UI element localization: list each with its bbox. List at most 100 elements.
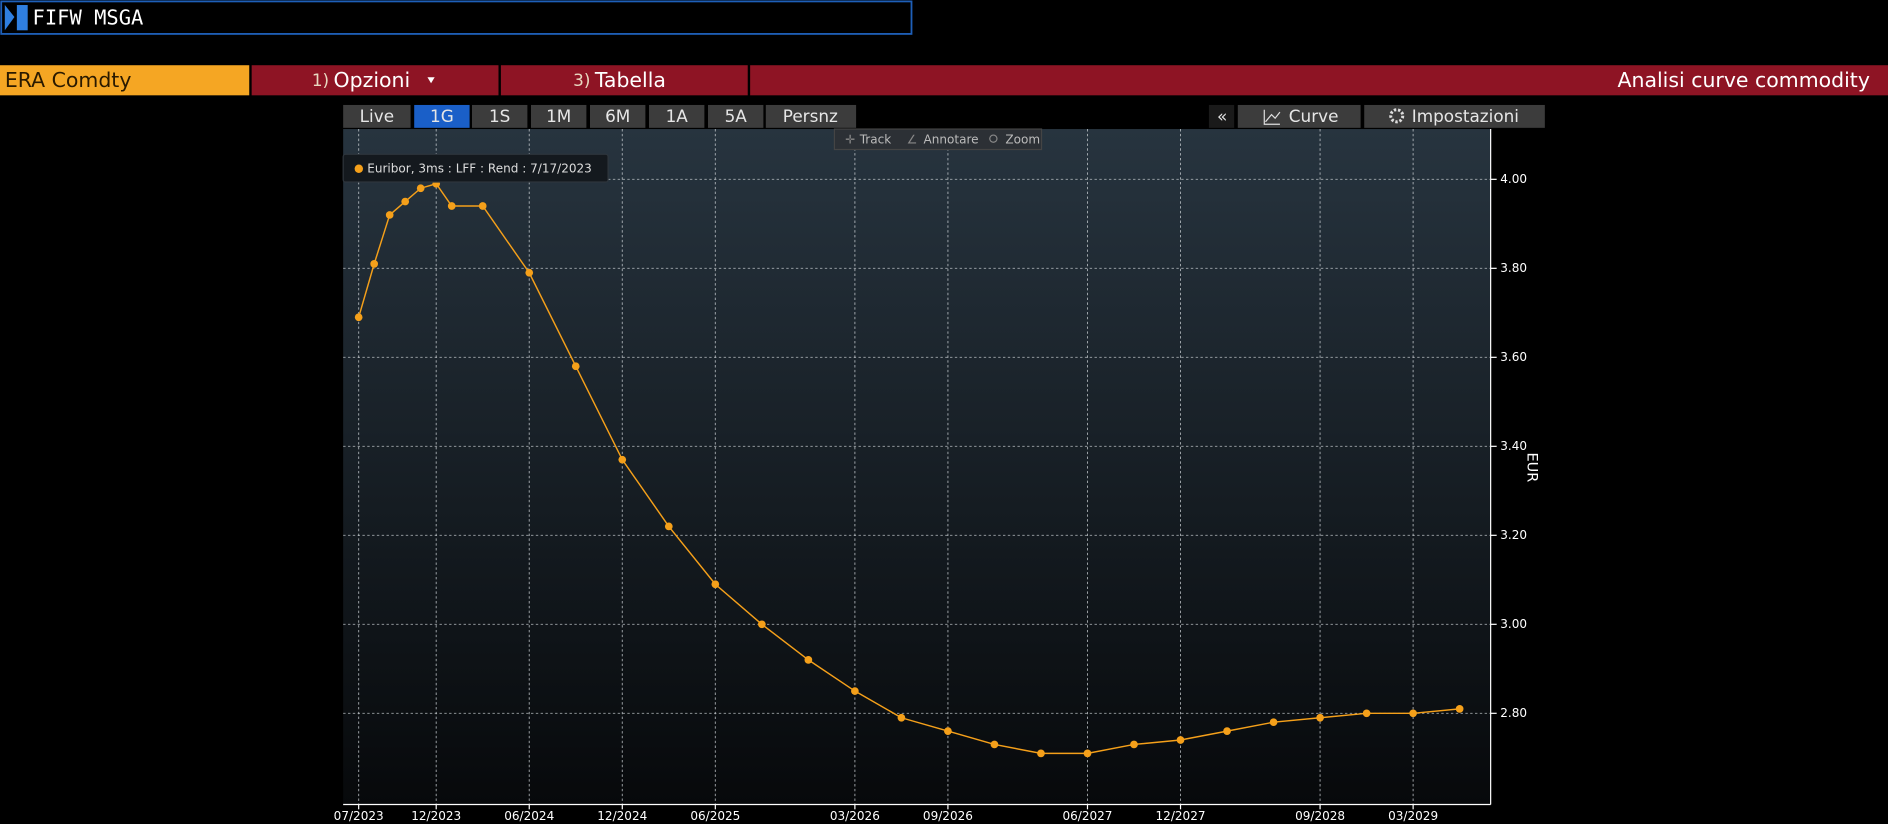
- period-label: 1M: [546, 106, 571, 126]
- title-bar: [750, 65, 1888, 96]
- menu-number: 3): [573, 70, 590, 90]
- x-tick-label: 03/2029: [1388, 809, 1438, 823]
- settings-icon: [1389, 108, 1405, 124]
- data-point: [370, 260, 379, 268]
- x-tick-label: 12/2023: [411, 809, 461, 823]
- period-button[interactable]: [343, 104, 411, 128]
- menu-button[interactable]: [500, 65, 748, 96]
- security-box[interactable]: [0, 65, 250, 96]
- tool-icon: [989, 134, 998, 143]
- y-tick-label: 4.00: [1500, 172, 1527, 186]
- period-button[interactable]: [531, 104, 587, 128]
- data-point: [1223, 727, 1231, 735]
- curve-label: Curve: [1289, 106, 1339, 126]
- tool[interactable]: Zoom: [1005, 132, 1040, 146]
- data-point: [571, 362, 580, 371]
- legend: [342, 153, 609, 183]
- data-point: [401, 197, 410, 206]
- period-label: Live: [360, 106, 394, 126]
- data-point: [664, 522, 673, 531]
- plot-area[interactable]: [343, 129, 1491, 805]
- y-tick-label: 3.20: [1500, 528, 1527, 542]
- tool-icon: ✛: [845, 132, 855, 146]
- data-point: [478, 202, 487, 210]
- data-point: [757, 620, 766, 629]
- data-point: [447, 202, 456, 210]
- data-point: [711, 580, 720, 589]
- data-point: [1362, 709, 1371, 718]
- data-point: [990, 740, 999, 749]
- data-point: [1037, 749, 1045, 758]
- menu-button[interactable]: [251, 65, 499, 96]
- x-tick-label: 06/2024: [504, 809, 554, 823]
- collapse-button[interactable]: [1208, 104, 1235, 128]
- command-marker: [4, 5, 15, 31]
- y-tick-label: 3.40: [1500, 439, 1527, 453]
- period-button[interactable]: [708, 104, 764, 128]
- period-label: Persnz: [783, 106, 838, 126]
- data-point: [897, 713, 906, 722]
- data-point: [851, 687, 859, 695]
- security: ERA Comdty: [5, 68, 132, 92]
- toolbar: [833, 128, 1043, 151]
- period-label: 6M: [605, 106, 630, 126]
- period-button[interactable]: [414, 104, 470, 128]
- tool-icon: ∠: [907, 132, 918, 146]
- period-button[interactable]: [649, 104, 705, 128]
- settings-label: Impostazioni: [1412, 106, 1519, 126]
- data-point: [1083, 749, 1092, 758]
- x-tick-label: 06/2027: [1062, 809, 1112, 823]
- data-point: [1316, 713, 1324, 722]
- data-point: [416, 184, 425, 193]
- period-label: 5A: [725, 106, 748, 126]
- y-axis-label: EUR: [1524, 453, 1540, 483]
- x-tick-label: 12/2024: [597, 809, 647, 823]
- data-point: [1176, 736, 1185, 744]
- collapse-label: «: [1217, 106, 1227, 126]
- curve-button[interactable]: [1237, 104, 1361, 128]
- tool[interactable]: Annotare: [924, 132, 979, 146]
- period-button[interactable]: [765, 104, 857, 128]
- data-point: [1130, 740, 1138, 749]
- period-label: 1S: [489, 106, 510, 126]
- command-box[interactable]: [0, 0, 913, 35]
- y-tick-label: 2.80: [1500, 706, 1527, 720]
- data-point: [1269, 718, 1278, 727]
- y-tick-label: 3.00: [1500, 617, 1527, 631]
- y-tick-label: 3.60: [1500, 350, 1527, 364]
- curve-icon: [1263, 109, 1281, 125]
- period-label: 1G: [430, 106, 454, 126]
- menu-label: Opzioni: [334, 68, 411, 92]
- menu-number: 1): [312, 70, 329, 90]
- settings-button[interactable]: [1364, 104, 1545, 128]
- period-button[interactable]: [590, 104, 646, 128]
- period-label: 1A: [666, 106, 689, 126]
- data-point: [944, 727, 952, 735]
- x-tick-label: 03/2026: [830, 809, 880, 823]
- y-tick-label: 3.80: [1500, 261, 1527, 275]
- tool[interactable]: Track: [859, 132, 892, 146]
- x-tick-label: 06/2025: [690, 809, 740, 823]
- cursor: [16, 5, 28, 31]
- data-point: [618, 455, 627, 464]
- data-point: [385, 211, 394, 219]
- chart: 2.80 3.00 3.20 3.40 3.60 3.80 4.00 07/2023 12/20…: [334, 129, 1527, 823]
- legend-marker: [354, 164, 364, 173]
- x-tick-label: 09/2026: [923, 809, 973, 823]
- data-point: [1409, 709, 1417, 718]
- data-point: [1455, 705, 1464, 713]
- menu-label: Tabella: [594, 68, 666, 92]
- data-point: [354, 313, 363, 322]
- dropdown-arrow: [427, 77, 435, 84]
- x-tick-label: 07/2023: [334, 809, 384, 823]
- function-title: Analisi curve commodity: [1618, 68, 1870, 92]
- x-tick-label: 09/2028: [1295, 809, 1345, 823]
- data-point: [525, 268, 534, 277]
- data-point: [804, 656, 813, 664]
- x-tick-label: 12/2027: [1156, 809, 1206, 823]
- period-button[interactable]: [472, 104, 528, 128]
- legend-label[interactable]: Euribor, 3ms : LFF : Rend : 7/17/2023: [367, 161, 592, 175]
- command-text: FIFW MSGA: [33, 5, 144, 29]
